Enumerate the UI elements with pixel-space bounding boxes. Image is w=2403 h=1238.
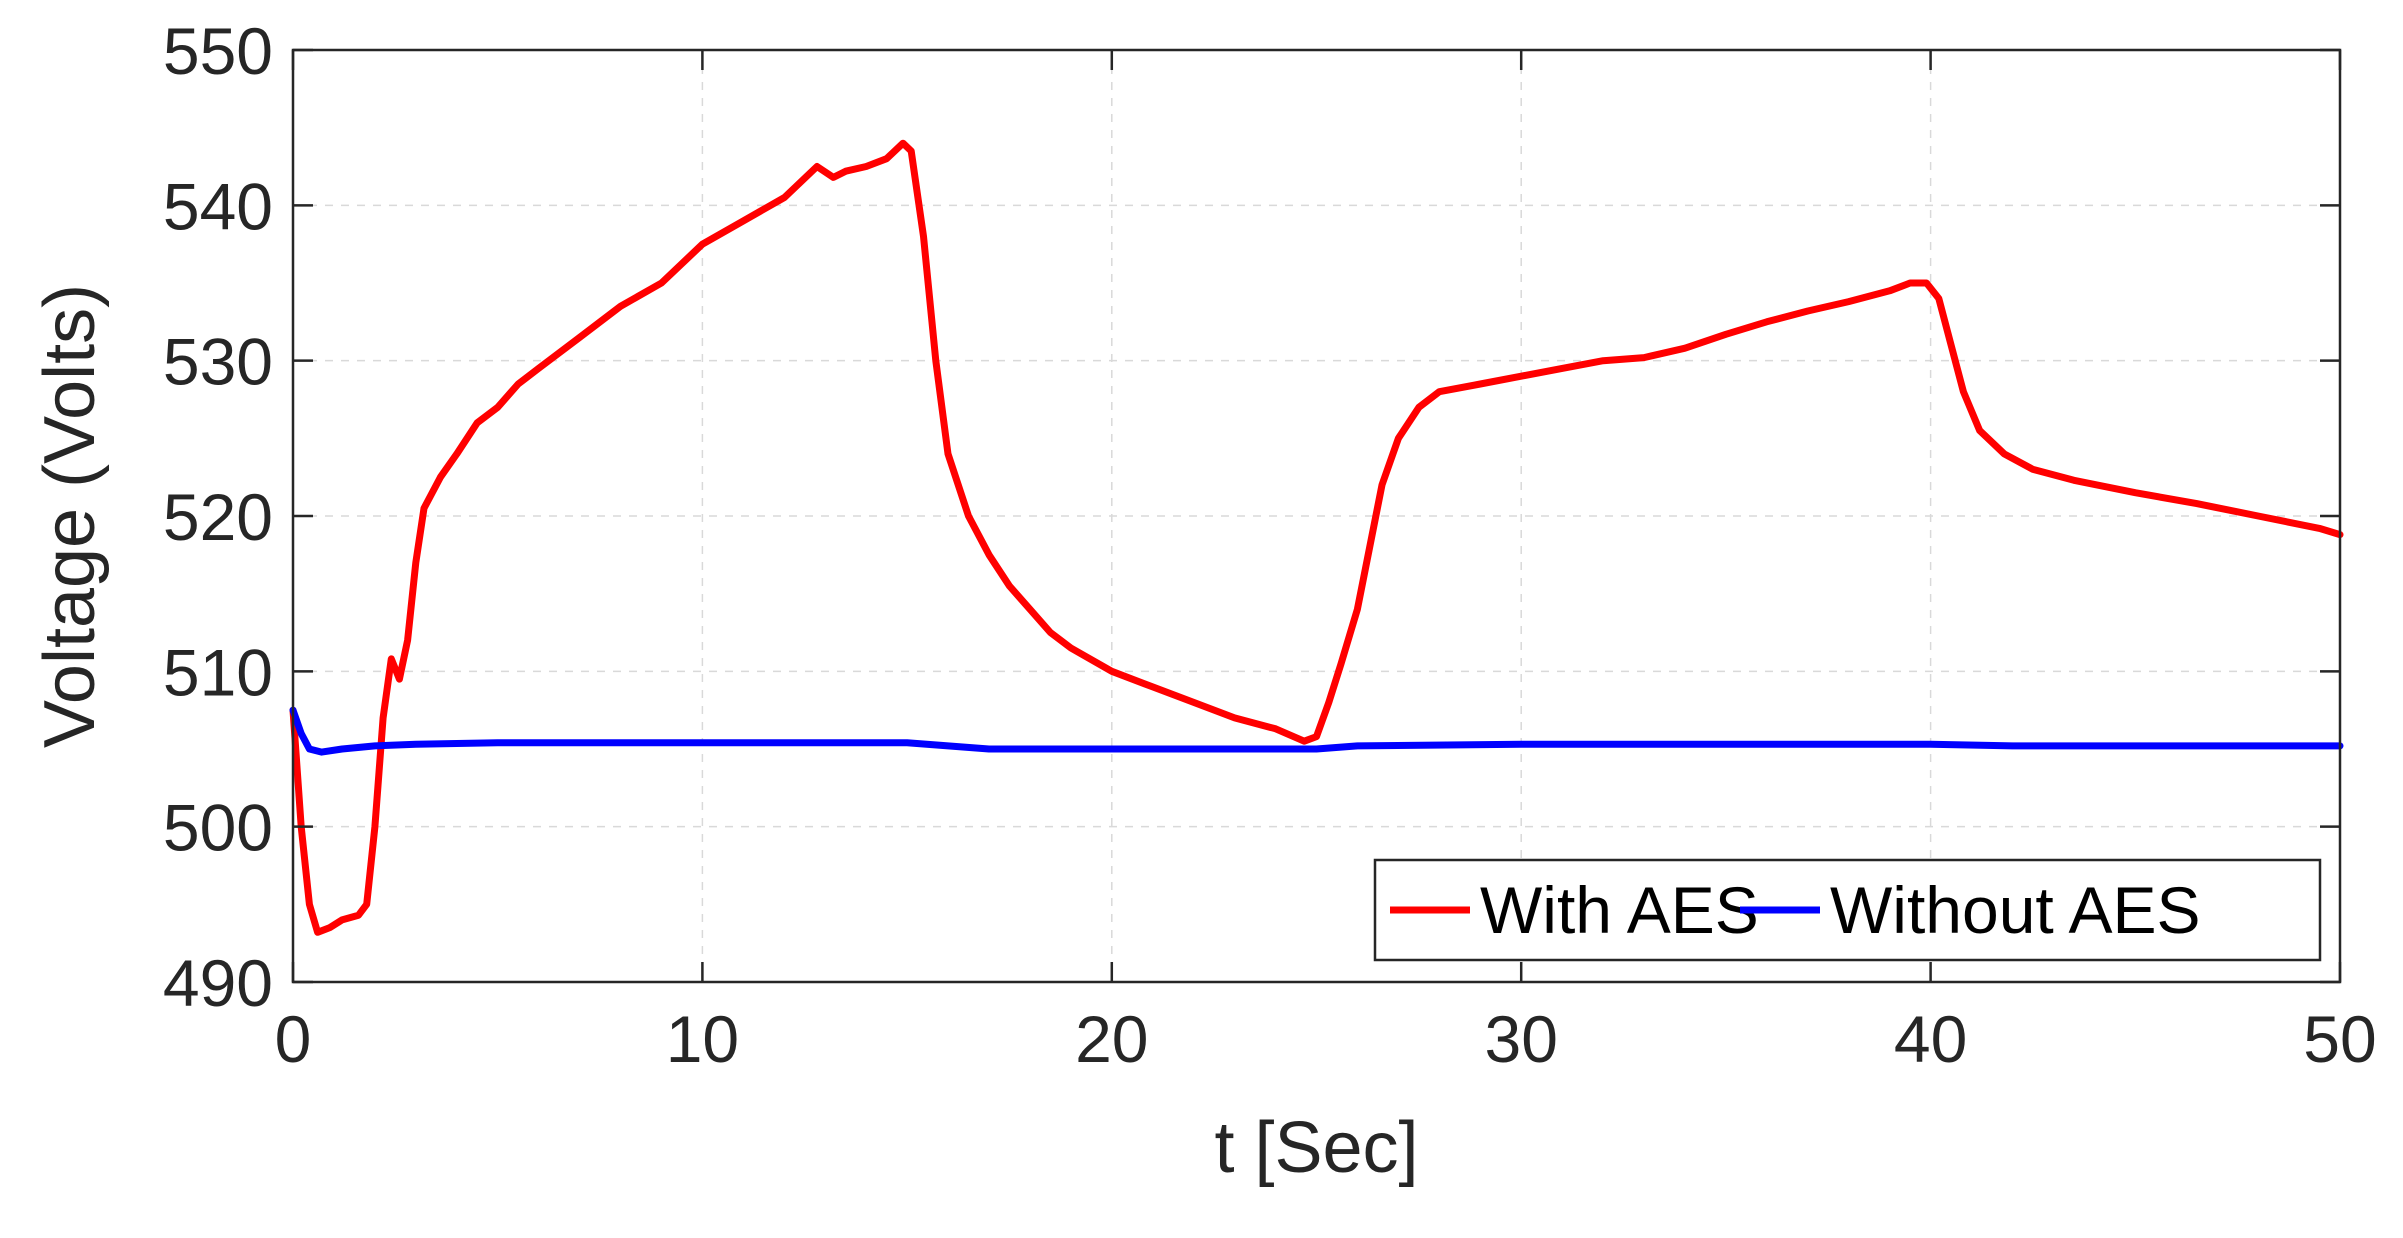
x-tick-label: 50	[2303, 1002, 2376, 1076]
ticks	[291, 48, 2342, 984]
legend-box	[1373, 858, 2322, 962]
y-tick-label: 550	[163, 14, 273, 88]
y-axis-label: Voltage (Volts)	[30, 284, 110, 748]
tick-labels: 0 10 20 30 40 50 490 500 510 520 530 540 550	[163, 14, 2377, 1076]
series-layer	[289, 139, 2344, 936]
y-tick-label: 500	[163, 791, 273, 865]
x-tick-label: 40	[1894, 1002, 1967, 1076]
x-tick-label: 20	[1075, 1002, 1148, 1076]
y-tick-label: 540	[163, 169, 273, 243]
y-tick-label: 520	[163, 480, 273, 554]
x-tick-label: 30	[1484, 1002, 1557, 1076]
legend-label: Without AES	[1830, 873, 2201, 947]
series-line-with-aes	[289, 139, 2344, 936]
y-tick-label: 510	[163, 635, 273, 709]
legend: With AES Without AES	[1373, 858, 2322, 962]
y-tick-label: 490	[163, 946, 273, 1020]
y-tick-label: 530	[163, 325, 273, 399]
legend-label: With AES	[1480, 873, 1759, 947]
x-axis-label: t [Sec]	[1214, 1108, 1418, 1188]
x-tick-label: 0	[275, 1002, 312, 1076]
series-line-without-aes	[289, 706, 2344, 756]
x-tick-label: 10	[666, 1002, 739, 1076]
